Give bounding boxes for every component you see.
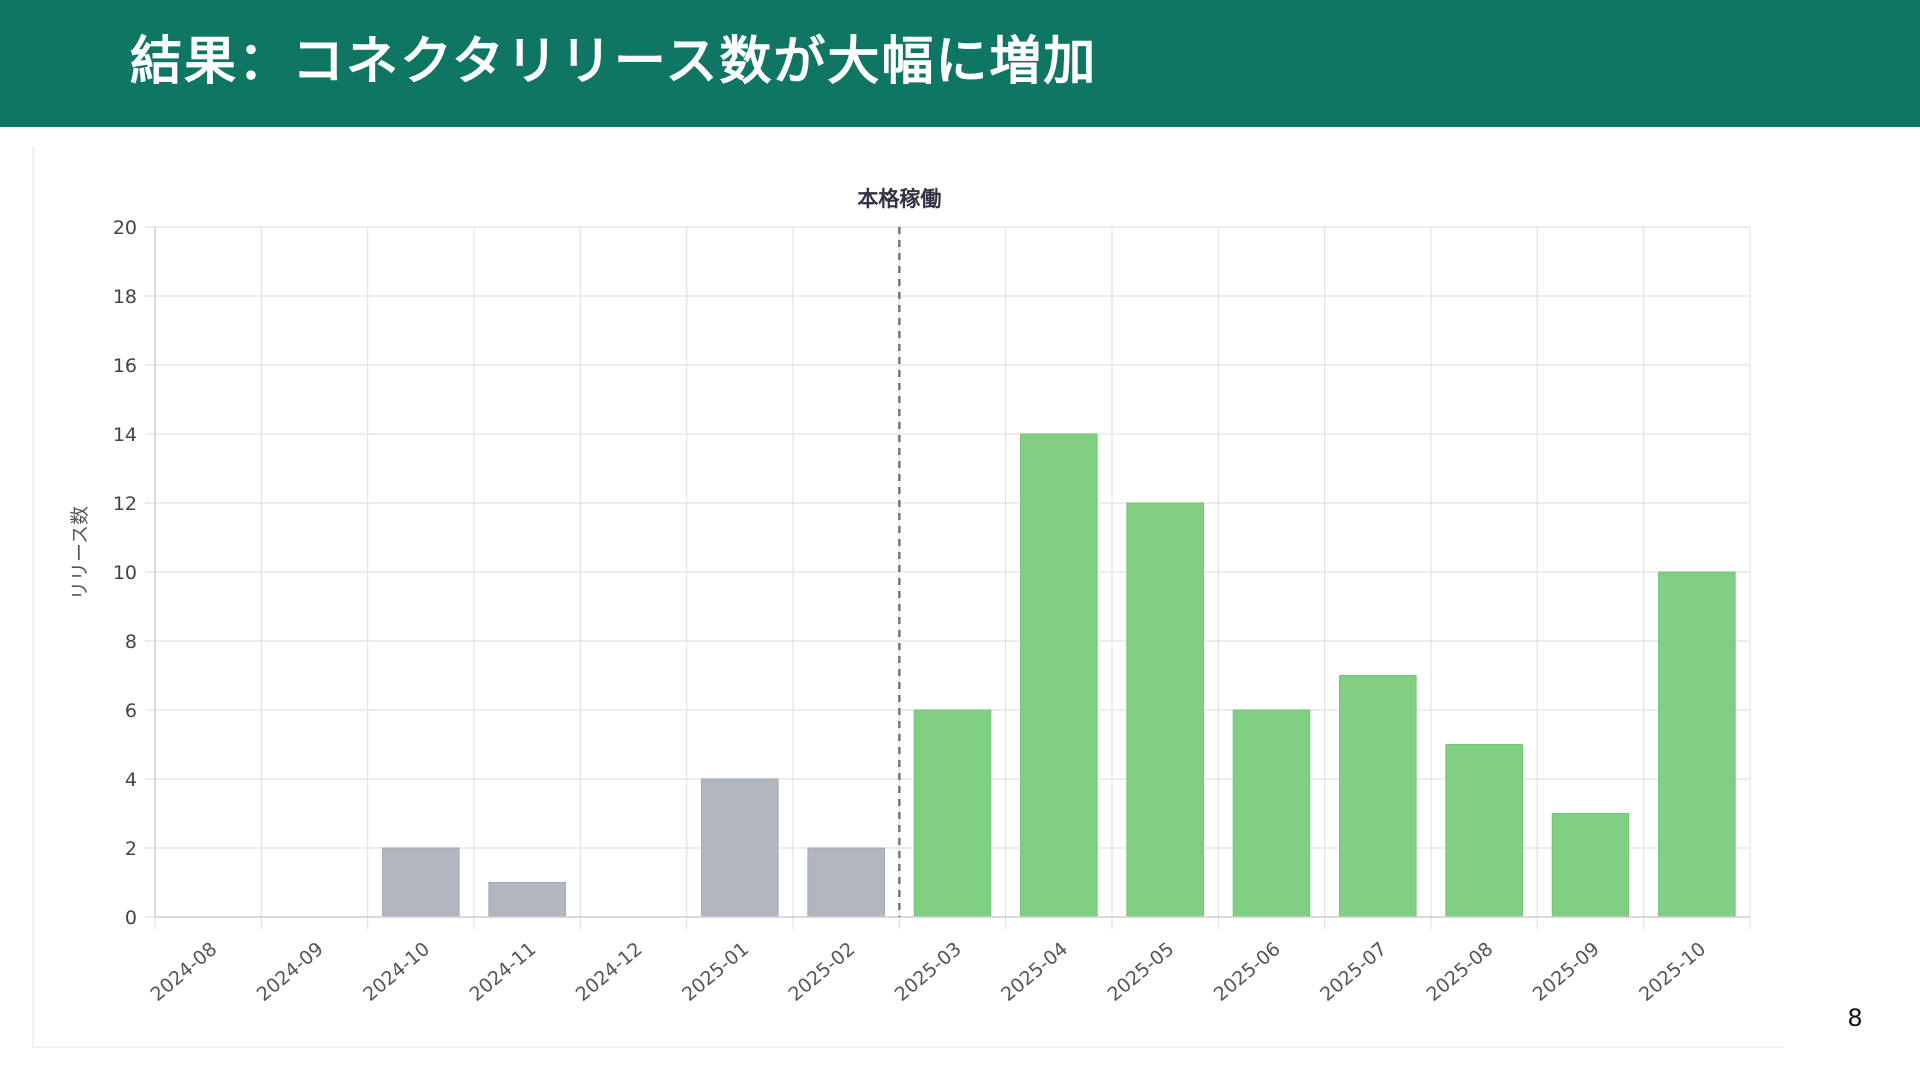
marker-label: 本格稼働: [857, 187, 941, 211]
y-tick-label: 2: [125, 838, 137, 860]
bar-2024-11: [488, 882, 566, 918]
bar-2025-05: [1126, 502, 1204, 918]
y-tick-label: 18: [113, 286, 137, 308]
bar-2025-09: [1551, 813, 1630, 918]
x-tick-label: 2024-10: [359, 938, 434, 1006]
page-number: 8: [1847, 1004, 1863, 1032]
bars: [382, 433, 1736, 918]
x-tick-label: 2025-08: [1422, 938, 1497, 1006]
y-tick-label: 8: [125, 631, 137, 653]
y-tick-label: 20: [113, 217, 137, 239]
x-tick-label: 2024-11: [465, 938, 540, 1006]
bar-2025-04: [1020, 433, 1098, 918]
y-axis-label: リリース数: [69, 506, 91, 600]
bar-2025-01: [701, 778, 779, 918]
bar-2025-06: [1232, 709, 1311, 918]
bar-2025-02: [807, 847, 885, 918]
y-tick-label: 4: [125, 769, 137, 791]
y-tick-label: 6: [125, 700, 137, 722]
bar-2025-03: [913, 709, 992, 918]
y-tick-label: 10: [113, 562, 137, 584]
bar-2025-07: [1339, 675, 1417, 918]
x-tick-label: 2024-12: [572, 938, 647, 1006]
x-tick-label: 2024-08: [146, 938, 221, 1006]
x-tick-label: 2025-01: [678, 938, 753, 1006]
x-tick-label: 2025-10: [1635, 938, 1710, 1006]
bar-2025-10: [1658, 571, 1736, 918]
y-tick-label: 0: [125, 907, 137, 929]
x-tick-label: 2025-09: [1529, 938, 1604, 1006]
slide-title: 結果：コネクタリリース数が大幅に増加: [130, 32, 1098, 92]
header-bar: 結果：コネクタリリース数が大幅に増加: [0, 0, 1920, 127]
y-tick-label: 12: [113, 493, 137, 515]
x-tick-label: 2025-03: [891, 938, 966, 1006]
x-tick-label: 2025-06: [1210, 938, 1285, 1006]
annotation: 本格稼働: [857, 187, 941, 917]
y-tick-label: 16: [113, 355, 137, 377]
bar-2025-08: [1445, 744, 1523, 918]
y-tick-label: 14: [113, 424, 137, 446]
x-tick-label: 2025-04: [997, 938, 1072, 1006]
x-tick-label: 2025-07: [1316, 938, 1391, 1006]
bar-2024-10: [382, 847, 460, 918]
x-tick-label: 2025-02: [784, 938, 859, 1006]
x-tick-label: 2024-09: [253, 938, 328, 1006]
x-tick-label: 2025-05: [1103, 938, 1178, 1006]
